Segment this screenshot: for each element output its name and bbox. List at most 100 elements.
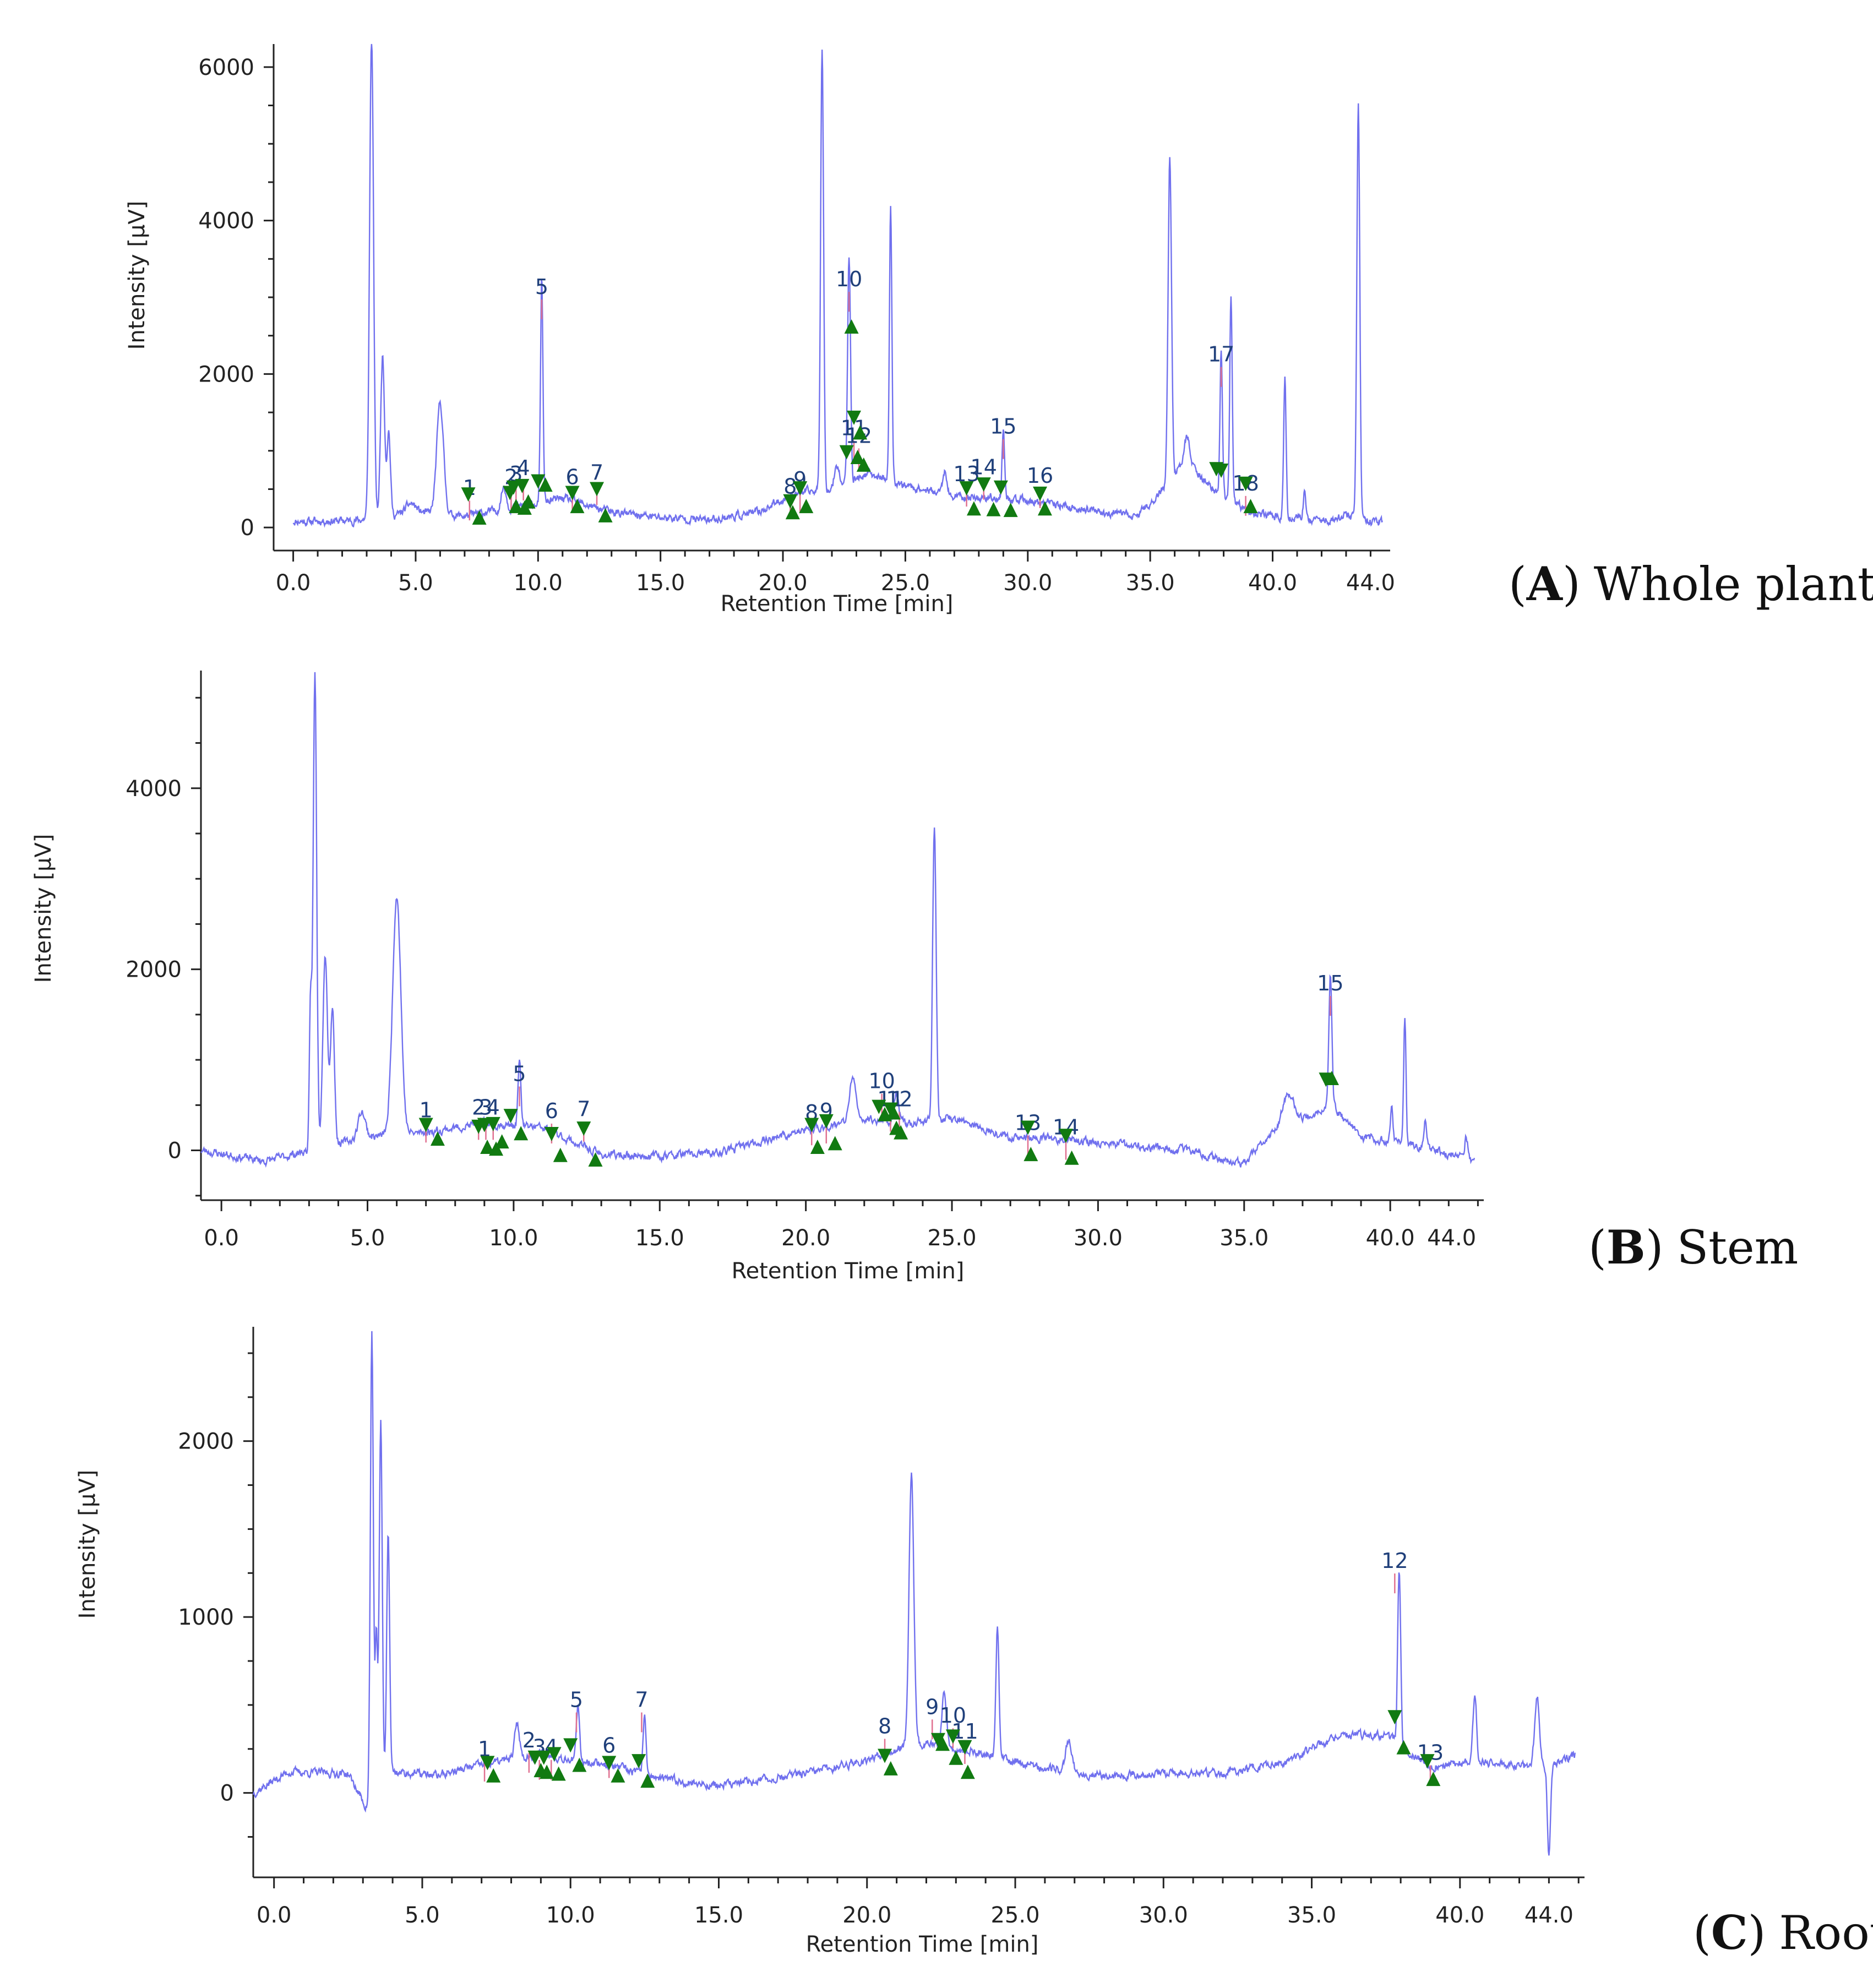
panel-c-peak-label-5: 5 [570, 1687, 583, 1712]
panel-a-peak-label-10: 10 [836, 267, 862, 291]
panel-b-x-axis-title: Retention Time [min] [732, 1259, 965, 1284]
panel-c-y-tick-label: 2000 [178, 1429, 234, 1455]
panel-b-integration-marker [576, 1121, 591, 1136]
panel-a-peak-label-4: 4 [517, 456, 530, 480]
panel-a-integration-marker [472, 510, 487, 525]
panel-b-x-tick-label: 15.0 [635, 1226, 684, 1251]
panel-a-integration-marker [521, 494, 536, 509]
panel-a-integration-marker [853, 425, 868, 440]
panel-b-peak-label-6: 6 [545, 1099, 558, 1123]
panel-a-x-tick-label: 0.0 [276, 570, 311, 596]
panel-b-integration-marker [553, 1147, 568, 1162]
panel-b-integration-marker [489, 1141, 504, 1156]
panel-c-integration-marker [1426, 1772, 1441, 1787]
panel-a-integration-marker [783, 494, 798, 509]
panel-a-integration-marker [850, 449, 865, 464]
panel-c-integration-marker [931, 1733, 946, 1747]
panel-a-x-tick-label: 40.0 [1248, 570, 1297, 596]
panel-b-integration-marker [883, 1102, 898, 1117]
panel-a-integration-marker [1238, 476, 1253, 491]
panel-a-integration-marker [966, 501, 981, 516]
panel-b-integration-marker [1021, 1120, 1036, 1135]
panel-c-integration-marker [1387, 1710, 1402, 1725]
panel-a-x-tick-label: 35.0 [1126, 570, 1175, 596]
panel-b-integration-marker [1059, 1129, 1074, 1143]
panel-a-peak-label-5: 5 [535, 275, 548, 299]
panel-c-peak-label-8: 8 [878, 1714, 891, 1738]
panel-b-integration-marker [1064, 1150, 1079, 1165]
panel-b-integration-marker [418, 1118, 433, 1132]
panel-a-peak-label-6: 6 [565, 465, 579, 489]
panel-a-x-tick-label: 20.0 [759, 570, 808, 596]
panel-c-integration-marker [935, 1736, 950, 1751]
panel-b-integration-marker [477, 1118, 492, 1132]
panel-a-integration-marker [986, 502, 1001, 516]
panel-c-chromatogram-trace [252, 1331, 1576, 1856]
panel-b-chromatogram-trace [200, 672, 1475, 1168]
panel-b-peak-label-7: 7 [577, 1097, 590, 1121]
panel-b-x-tick-label: 44.0 [1427, 1226, 1476, 1251]
panel-c-integration-marker [945, 1729, 960, 1744]
panel-b-integration-marker [819, 1114, 834, 1129]
panel-b-x-tick-label: 30.0 [1074, 1226, 1123, 1251]
panel-a-integration-marker [506, 480, 521, 495]
panel-a-integration-marker [598, 508, 613, 522]
panel-a-integration-marker [461, 487, 476, 502]
panel-a-peak-label-14: 14 [971, 455, 997, 480]
panel-b-integration-marker [544, 1126, 559, 1141]
panel-c-x-tick-label: 5.0 [405, 1903, 440, 1928]
panel-c-caption: (C)Root [1693, 1905, 1873, 1960]
panel-a-integration-marker [976, 477, 991, 492]
panel-b-x-tick-label: 10.0 [489, 1226, 538, 1251]
panel-c-x-tick-label: 20.0 [842, 1903, 891, 1928]
panel-b-integration-marker [503, 1109, 518, 1124]
panel-a-x-tick-label: 15.0 [636, 570, 685, 596]
panel-a-integration-marker [1033, 486, 1048, 501]
panel-c-peak-label-9: 9 [925, 1695, 939, 1719]
panel-c-integration-marker [878, 1749, 892, 1763]
panel-c-integration-marker [551, 1766, 566, 1781]
panel-c-integration-marker [611, 1768, 625, 1783]
panel-b-integration-marker [494, 1134, 509, 1149]
panel-b-peak-label-15: 15 [1317, 971, 1343, 995]
panel-c-y-tick-label: 1000 [178, 1605, 234, 1630]
panel-b-integration-marker [810, 1139, 825, 1154]
panel-c-x-tick-label: 15.0 [694, 1903, 743, 1928]
panel-c-integration-marker [949, 1750, 963, 1765]
panel-b-x-tick-label: 35.0 [1219, 1226, 1268, 1251]
panel-a-peak-label-15: 15 [990, 415, 1016, 439]
panel-c-y-axis-title: Intensity [µV] [75, 1470, 100, 1619]
panel-a-integration-marker [785, 505, 800, 520]
panel-c-integration-marker [640, 1773, 655, 1788]
panel-c-integration-marker [957, 1740, 972, 1755]
panel-c-y-tick-label: 0 [220, 1781, 234, 1806]
panel-a-integration-marker [538, 477, 553, 492]
panel-a-integration-marker [993, 480, 1008, 495]
panel-c-peak-label-2: 2 [522, 1728, 536, 1752]
panel-c-peak-label-10: 10 [940, 1703, 966, 1728]
panel-b-y-axis-title: Intensity [µV] [31, 834, 56, 983]
panel-c-integration-marker [480, 1756, 495, 1771]
panel-c-integration-marker [1420, 1754, 1435, 1769]
panel-a-chromatogram-trace [292, 43, 1383, 528]
panel-c-x-tick-label: 40.0 [1435, 1903, 1484, 1928]
panel-b-integration-marker [894, 1125, 908, 1140]
panel-c: (C)Root Retention Time [min] Intensity [… [75, 1327, 1873, 1960]
panel-b-x-tick-label: 25.0 [928, 1226, 977, 1251]
panel-c-x-tick-label: 25.0 [990, 1903, 1039, 1928]
panel-c-x-tick-label: 35.0 [1287, 1903, 1336, 1928]
panel-a-y-tick-label: 6000 [198, 55, 254, 80]
panel-a-y-tick-label: 2000 [198, 362, 254, 387]
panel-b-y-tick-label: 4000 [126, 776, 182, 802]
panel-b-peak-label-10: 10 [868, 1069, 895, 1093]
panel-a-x-axis-title: Retention Time [min] [721, 591, 954, 617]
panel-b-integration-marker [804, 1118, 819, 1132]
panel-c-integration-marker [602, 1756, 617, 1771]
panel-b-x-tick-label: 0.0 [204, 1226, 239, 1251]
panel-c-integration-marker [547, 1747, 562, 1762]
panel-a-integration-marker [590, 482, 605, 497]
panel-c-peak-label-6: 6 [602, 1734, 616, 1758]
panel-a-x-tick-label: 25.0 [881, 570, 930, 596]
panel-b-peak-label-5: 5 [513, 1062, 526, 1086]
